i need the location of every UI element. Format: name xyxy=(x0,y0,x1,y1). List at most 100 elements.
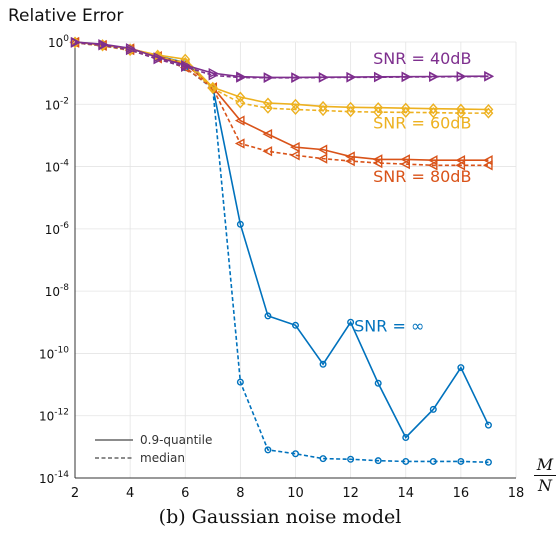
data-point-marker xyxy=(236,220,244,228)
x-tick-label: 8 xyxy=(236,486,244,500)
data-point-marker xyxy=(484,421,492,429)
data-point-marker xyxy=(290,150,300,161)
data-point-marker xyxy=(400,106,411,118)
x-tick-label: 18 xyxy=(508,486,525,500)
data-point-marker xyxy=(402,457,410,465)
data-point-marker xyxy=(264,446,272,454)
data-point-marker xyxy=(455,103,466,115)
data-point-marker xyxy=(317,144,328,155)
series-1 xyxy=(70,36,494,119)
y-tick-label: 100 xyxy=(48,34,69,50)
y-tick-label: 10-12 xyxy=(39,408,69,424)
data-point-marker xyxy=(429,405,437,413)
data-point-marker xyxy=(319,360,327,368)
data-point-marker xyxy=(290,141,300,153)
series-annotation-label: SNR = 80dB xyxy=(373,167,471,186)
legend-label: median xyxy=(140,451,185,465)
x-tick-label: 2 xyxy=(71,486,79,500)
series-annotation-label: SNR = 40dB xyxy=(373,49,471,68)
x-axis-label: M N xyxy=(532,456,558,495)
data-point-marker xyxy=(264,312,272,320)
data-point-marker xyxy=(263,97,273,109)
data-point-marker xyxy=(291,72,301,83)
data-point-marker xyxy=(482,155,493,166)
data-point-marker xyxy=(153,52,164,63)
data-point-marker xyxy=(427,160,438,171)
data-point-marker xyxy=(456,71,467,82)
x-axis-label-denominator: N xyxy=(538,476,552,495)
data-point-marker xyxy=(290,98,301,110)
data-point-marker xyxy=(455,160,466,171)
relative-error-chart: 2 4 6 8 10 12 14 16 18 100 10-2 10-4 10-6 10-8 10-10 10… xyxy=(39,34,525,500)
data-point-marker xyxy=(345,151,355,162)
data-point-marker xyxy=(400,154,410,165)
y-tick-label: 10-10 xyxy=(39,345,69,361)
data-point-marker xyxy=(457,364,465,372)
data-point-marker xyxy=(98,39,109,50)
data-point-marker xyxy=(374,379,382,387)
data-point-marker xyxy=(484,70,494,82)
data-point-marker xyxy=(428,103,439,115)
data-point-marker xyxy=(319,455,327,463)
data-point-marker xyxy=(292,450,300,458)
data-point-marker xyxy=(236,378,244,386)
data-point-marker xyxy=(318,72,329,83)
y-tick-label: 10-4 xyxy=(45,159,70,175)
data-point-marker xyxy=(317,153,328,164)
data-point-marker xyxy=(429,457,437,465)
data-point-marker xyxy=(373,102,384,114)
data-point-marker xyxy=(207,81,218,93)
data-point-marker xyxy=(181,60,191,71)
y-axis-label: Relative Error xyxy=(8,6,124,26)
x-tick-label: 16 xyxy=(453,486,470,500)
series-median-line xyxy=(74,41,489,167)
x-tick-label: 14 xyxy=(397,486,414,500)
legend-label: 0.9-quantile xyxy=(140,433,212,447)
data-point-marker xyxy=(373,106,384,118)
series-median-line xyxy=(74,41,489,114)
x-axis-label-numerator: M xyxy=(536,455,554,474)
x-tick-label: 10 xyxy=(287,486,304,500)
data-point-marker xyxy=(235,97,246,109)
data-point-marker xyxy=(483,103,494,116)
data-point-marker xyxy=(318,100,328,113)
data-point-marker xyxy=(234,138,245,149)
data-point-marker xyxy=(484,458,492,466)
data-point-marker xyxy=(262,128,273,140)
data-point-marker xyxy=(400,102,411,114)
data-point-marker xyxy=(374,457,382,465)
series-quantile-line xyxy=(74,41,489,79)
data-point-marker xyxy=(70,36,81,48)
data-point-marker xyxy=(457,457,465,465)
series-0 xyxy=(70,36,494,83)
data-point-marker xyxy=(372,154,383,165)
data-point-marker xyxy=(373,71,384,83)
data-point-marker xyxy=(290,103,301,116)
fraction-bar xyxy=(534,475,556,476)
x-tick-label: 6 xyxy=(181,486,189,500)
series-median-line xyxy=(74,41,489,464)
data-point-marker xyxy=(235,91,246,103)
y-tick-label: 10-6 xyxy=(45,221,70,237)
data-point-marker xyxy=(262,146,273,157)
y-tick-label: 10-8 xyxy=(45,283,70,299)
data-point-marker xyxy=(292,321,300,329)
data-point-marker xyxy=(207,83,218,95)
data-point-marker xyxy=(346,71,357,83)
data-point-marker xyxy=(427,155,438,166)
data-point-marker xyxy=(347,455,355,463)
x-tick-label: 12 xyxy=(342,486,359,500)
x-tick-label: 4 xyxy=(126,486,134,500)
figure-caption: (b) Gaussian noise model xyxy=(158,506,402,528)
y-tick-label: 10-2 xyxy=(45,96,69,112)
data-point-marker xyxy=(345,106,356,118)
data-point-marker xyxy=(263,102,273,114)
data-point-marker xyxy=(125,43,136,54)
series-annotation-label: SNR = 60dB xyxy=(373,113,471,132)
series-annotation-label: SNR = ∞ xyxy=(354,317,424,336)
data-point-marker xyxy=(345,101,356,113)
y-tick-label: 10-14 xyxy=(39,470,69,486)
data-point-marker xyxy=(482,160,493,171)
data-point-marker xyxy=(208,67,219,79)
data-point-marker xyxy=(234,115,245,126)
